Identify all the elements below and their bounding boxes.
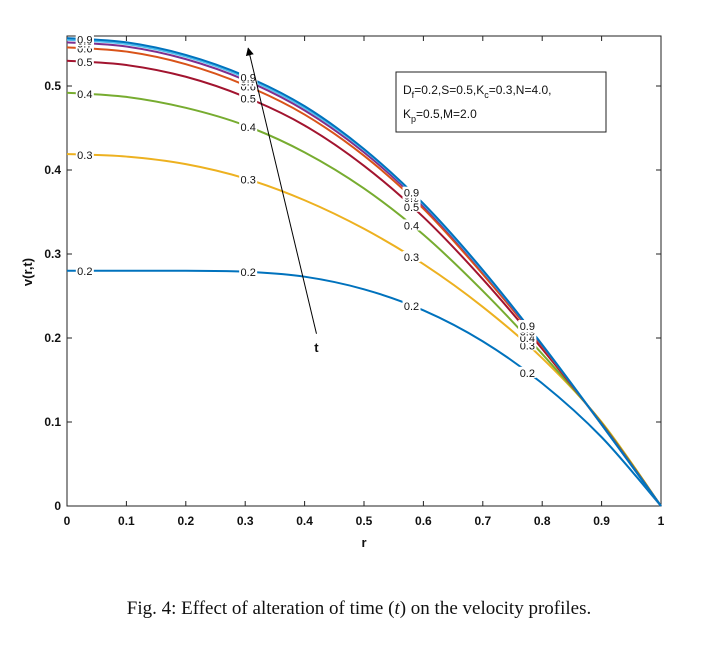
curve-label-0.4: 0.4 [75,87,94,101]
y-tick-label: 0.1 [44,415,61,429]
curve-label-0.3: 0.3 [402,251,421,264]
svg-text:0.2: 0.2 [241,267,256,279]
time-increase-arrow [245,47,317,334]
svg-text:0.4: 0.4 [77,89,92,101]
caption-suffix: ) on the velocity profiles. [399,598,592,619]
x-tick-label: 0.5 [356,514,373,528]
y-tick-label: 0 [54,499,61,513]
svg-text:0.4: 0.4 [404,220,419,232]
curve-label-0.2: 0.2 [239,265,258,279]
x-tick-label: 0.7 [474,514,491,528]
y-tick-label: 0.3 [44,247,61,261]
svg-text:0.4: 0.4 [241,122,256,134]
curve-label-0.2: 0.2 [518,366,537,380]
svg-text:0.5: 0.5 [77,57,92,69]
figure-caption: Fig. 4: Effect of alteration of time (t)… [0,598,718,620]
y-axis-label: v(r,t) [20,258,35,286]
svg-text:0.2: 0.2 [520,368,535,380]
y-tick-label: 0.4 [44,163,61,177]
curve-label-0.9: 0.9 [402,186,421,200]
svg-text:0.9: 0.9 [404,188,419,200]
caption-variable: t [394,598,400,619]
y-tick-label: 0.5 [44,79,61,93]
legend-box: Df=0.2,S=0.5,Kc=0.3,N=4.0, Kp=0.5,M=2.0 [395,71,607,133]
y-tick-label: 0.2 [44,331,61,345]
svg-text:0.3: 0.3 [520,340,535,352]
series-line-0.2 [66,269,662,507]
curve-label-0.3: 0.3 [239,173,258,186]
x-tick-label: 0 [64,514,71,528]
curve-label-0.9: 0.9 [518,320,537,333]
curve-label-0.9: 0.9 [239,71,258,84]
x-tick-label: 0.8 [534,514,551,528]
curve-label-0.9: 0.9 [75,33,94,46]
curve-label-0.4: 0.4 [402,219,421,232]
curve-label-0.2: 0.2 [402,300,421,313]
legend-line-2: Kp=0.5,M=2.0 [403,107,477,124]
x-tick-label: 0.3 [237,514,254,528]
curve-label-0.3: 0.3 [75,148,94,162]
x-tick-label: 0.9 [593,514,610,528]
svg-text:0.3: 0.3 [241,174,256,186]
legend-line-1: Df=0.2,S=0.5,Kc=0.3,N=4.0, [403,83,551,100]
series-lines [66,37,662,507]
x-tick-label: 0.4 [296,514,313,528]
svg-text:0.5: 0.5 [241,93,256,105]
svg-text:0.3: 0.3 [404,252,419,264]
svg-text:0.3: 0.3 [77,150,92,162]
y-axis: 0 0.1 0.2 0.3 0.4 0.5 [44,79,661,513]
curve-label-0.5: 0.5 [75,56,94,69]
curve-label-0.2: 0.2 [75,264,94,278]
caption-prefix: Fig. 4: Effect of alteration of time ( [126,598,395,619]
velocity-profile-chart: 0 0.1 0.2 0.3 0.4 0.5 0.6 0.7 0.8 0.9 1 0 0.1 0.2 0.3… [20,33,665,550]
svg-text:0.5: 0.5 [404,202,419,214]
x-tick-label: 0.2 [177,514,194,528]
curve-label-0.5: 0.5 [402,200,421,214]
svg-text:0.9: 0.9 [241,72,256,84]
svg-text:0.9: 0.9 [77,34,92,46]
x-tick-label: 0.1 [118,514,135,528]
curve-labels: 0.2 0.20.20.20.30.30.30.30.40.40.40.40.50… [75,33,537,380]
x-tick-label: 0.6 [415,514,432,528]
x-axis: 0 0.1 0.2 0.3 0.4 0.5 0.6 0.7 0.8 0.9 1 [64,36,665,528]
curve-label-0.5: 0.5 [239,92,258,105]
svg-text:0.9: 0.9 [520,321,535,333]
x-axis-label: r [361,535,366,550]
curve-label-0.3: 0.3 [518,339,537,352]
curve-label-0.4: 0.4 [239,120,258,134]
series-line-0.9 [66,37,662,507]
time-arrow-label: t [314,340,319,355]
x-tick-label: 1 [658,514,665,528]
svg-text:0.2: 0.2 [77,266,92,278]
svg-text:0.2: 0.2 [404,301,419,313]
